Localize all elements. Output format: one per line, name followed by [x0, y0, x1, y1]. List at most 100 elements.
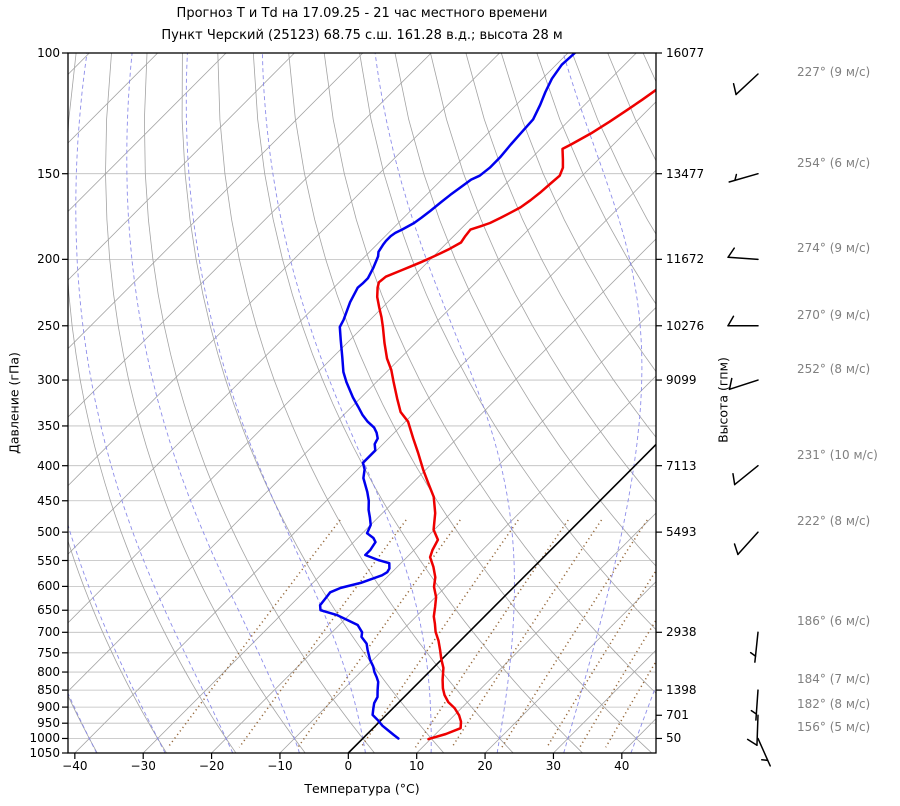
dry-adiabat-line [68, 694, 98, 753]
wind-label: 186° (6 м/с) [797, 614, 871, 629]
isotherm-line [416, 512, 656, 753]
pressure-tick-label: 1050 [29, 746, 60, 760]
moist-adiabat-line [562, 53, 643, 753]
height-tick-label: 11672 [666, 252, 705, 267]
height-tick-label: 701 [666, 708, 689, 723]
dewpoint-curve [318, 53, 577, 740]
mixing-ratio-line [501, 519, 648, 748]
wind-barb-icon [728, 172, 759, 183]
moist-adiabat-line [374, 53, 515, 753]
wind-label: 227° (9 м/с) [797, 65, 871, 79]
height-tick-label: 16077 [666, 46, 705, 60]
pressure-tick-label: 650 [37, 603, 60, 618]
dry-adiabat-line [143, 53, 375, 753]
temperature-tick-label: 30 [545, 759, 562, 773]
dry-adiabat-line [68, 53, 237, 753]
mixing-ratio-line [579, 618, 656, 748]
dry-adiabat-line [359, 53, 656, 631]
height-tick-label: 1398 [666, 683, 697, 698]
moist-adiabat-line [126, 53, 300, 753]
chart-title-line1: Прогноз Т и Td на 17.09.25 - 21 час мест… [176, 6, 548, 21]
pressure-tick-label: 250 [37, 318, 60, 333]
wind-label: 222° (8 м/с) [797, 514, 871, 529]
pressure-tick-label: 900 [37, 700, 60, 715]
pressure-tick-label: 1000 [29, 731, 60, 746]
pressure-tick-label: 700 [37, 625, 60, 640]
plot-frame [67, 52, 657, 754]
dry-adiabat-line [323, 53, 656, 694]
moist-adiabat-line [630, 684, 656, 753]
dry-adiabat-line [252, 53, 583, 753]
pressure-tick-label: 350 [37, 418, 60, 433]
pressure-tick-label: 450 [37, 493, 60, 508]
temperature-tick-label: 20 [477, 759, 493, 773]
isotherm-line [68, 53, 637, 624]
height-tick-label: 2938 [666, 625, 697, 640]
mixing-ratio-line [360, 519, 519, 748]
wind-label: 156° (5 м/с) [797, 720, 871, 735]
wind-label: 182° (8 м/с) [797, 697, 871, 712]
zero-isotherm-line [347, 443, 656, 753]
wind-label: 274° (9 м/с) [797, 241, 871, 256]
wind-barb-icon [757, 737, 771, 767]
temperature-tick-label: 10 [409, 759, 425, 773]
mixing-ratio-line [546, 569, 656, 748]
dry-adiabat-line [465, 53, 656, 438]
mixing-ratio-line [238, 519, 407, 748]
dry-adiabat-line [181, 53, 445, 753]
wind-barb-icon [728, 377, 759, 391]
wind-barb-icon [733, 531, 759, 556]
isotherm-line [68, 53, 295, 281]
moist-adiabat-line [261, 53, 432, 753]
temperature-tick-label: −40 [62, 759, 88, 773]
wind-barb-icon [732, 464, 759, 486]
x-axis-label: Температура (°C) [304, 781, 420, 796]
isotherm-line [142, 238, 656, 753]
height-tick-label: 9099 [666, 373, 697, 388]
isotherm-line [74, 169, 656, 753]
wind-barb-icon [749, 631, 759, 663]
moist-adiabat-line [75, 53, 234, 753]
dry-adiabat-line [288, 53, 653, 753]
pressure-tick-label: 800 [37, 665, 60, 680]
mixing-ratio-line [414, 519, 569, 748]
isotherm-line [484, 581, 656, 753]
height-tick-label: 7113 [666, 458, 697, 473]
pressure-tick-label: 100 [37, 46, 60, 60]
pressure-tick-label: 750 [37, 645, 60, 660]
pressure-tick-label: 150 [37, 166, 60, 181]
dry-adiabat-line [430, 53, 656, 503]
y-axis-label-height: Высота (гпм) [715, 357, 731, 443]
height-tick-label: 5493 [666, 525, 697, 540]
height-tick-label: 10276 [666, 318, 705, 333]
pressure-tick-label: 500 [37, 525, 60, 540]
wind-label: 252° (8 м/с) [797, 362, 871, 377]
plot-area [68, 53, 656, 753]
height-tick-label: 13477 [666, 166, 705, 181]
temperature-tick-label: −20 [198, 759, 225, 773]
pressure-tick-label: 200 [37, 252, 60, 267]
wind-barb-icon [750, 689, 759, 721]
dry-adiabat-line [394, 53, 656, 567]
temperature-tick-label: 0 [344, 759, 353, 773]
dry-adiabat-line [105, 53, 306, 753]
isotherm-line [211, 306, 656, 753]
wind-barb-icon [746, 714, 759, 746]
isotherm-line [68, 53, 227, 213]
isotherm-line [68, 53, 432, 418]
wind-barbs-layer [727, 73, 771, 767]
wind-label: 254° (6 м/с) [797, 155, 871, 170]
y-axis-label-pressure: Давление (гПа) [6, 352, 22, 454]
dry-adiabat-line [68, 539, 167, 753]
mixing-ratio-line [451, 519, 603, 748]
temperature-tick-label: −30 [130, 759, 156, 773]
chart-title-line2: Пункт Черский (25123) 68.75 с.ш. 161.28 … [161, 28, 563, 43]
temperature-tick-label: −10 [267, 759, 293, 773]
wind-label: 270° (9 м/с) [797, 307, 871, 322]
pressure-tick-label: 550 [37, 553, 60, 568]
moist-adiabat-line [68, 523, 166, 753]
pressure-tick-label: 600 [37, 579, 60, 594]
pressure-tick-label: 400 [37, 458, 60, 473]
isotherm-line [279, 375, 656, 753]
